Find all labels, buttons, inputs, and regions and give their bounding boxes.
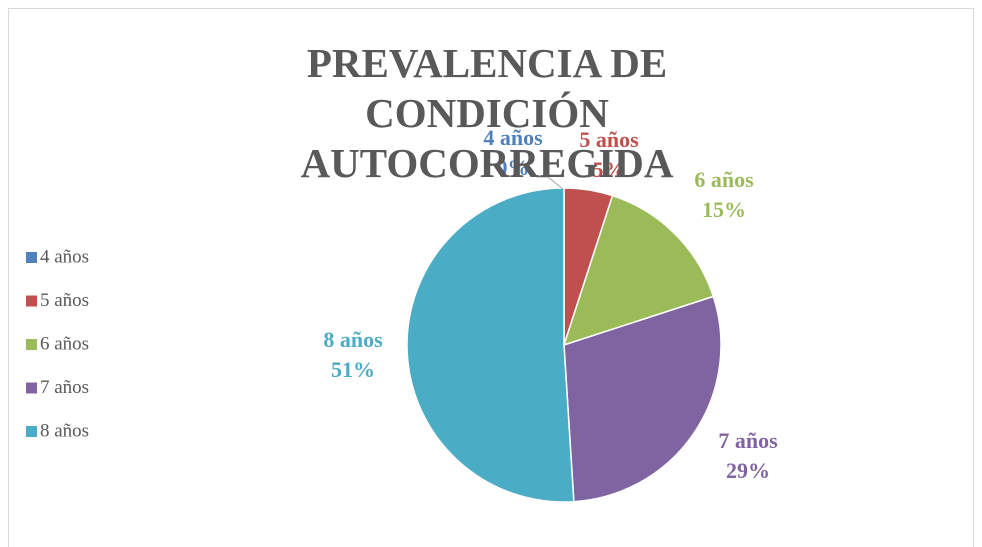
data-label-value: 0%	[497, 155, 530, 180]
chart-title: PREVALENCIA DE CONDICIÓN AUTOCORREGIDA	[300, 40, 674, 186]
pie-slice	[562, 194, 715, 347]
data-label-value: 15%	[702, 197, 746, 222]
legend-label: 8 años	[40, 420, 89, 441]
data-label-value: 51%	[331, 357, 375, 382]
legend-label: 5 años	[40, 290, 89, 311]
legend-swatch	[26, 252, 37, 263]
legend-label: 7 años	[40, 377, 89, 398]
legend-label: 6 años	[40, 333, 89, 354]
data-label-name: 7 años	[718, 428, 778, 453]
pie-slice	[406, 187, 575, 503]
data-label-value: 29%	[726, 458, 770, 483]
data-label-name: 4 años	[483, 125, 543, 150]
data-label-name: 5 años	[579, 127, 639, 152]
chart-border	[8, 8, 974, 547]
legend-label: 4 años	[40, 246, 89, 267]
legend-swatch	[26, 295, 37, 307]
legend-swatch	[26, 382, 37, 394]
data-label-value: 5%	[593, 157, 626, 182]
data-label-name: 8 años	[323, 327, 383, 352]
legend-swatch	[26, 339, 37, 350]
legend-swatch	[26, 426, 37, 437]
leader-line	[537, 176, 564, 190]
pie-slice	[563, 295, 722, 503]
data-label-name: 6 años	[694, 167, 754, 192]
